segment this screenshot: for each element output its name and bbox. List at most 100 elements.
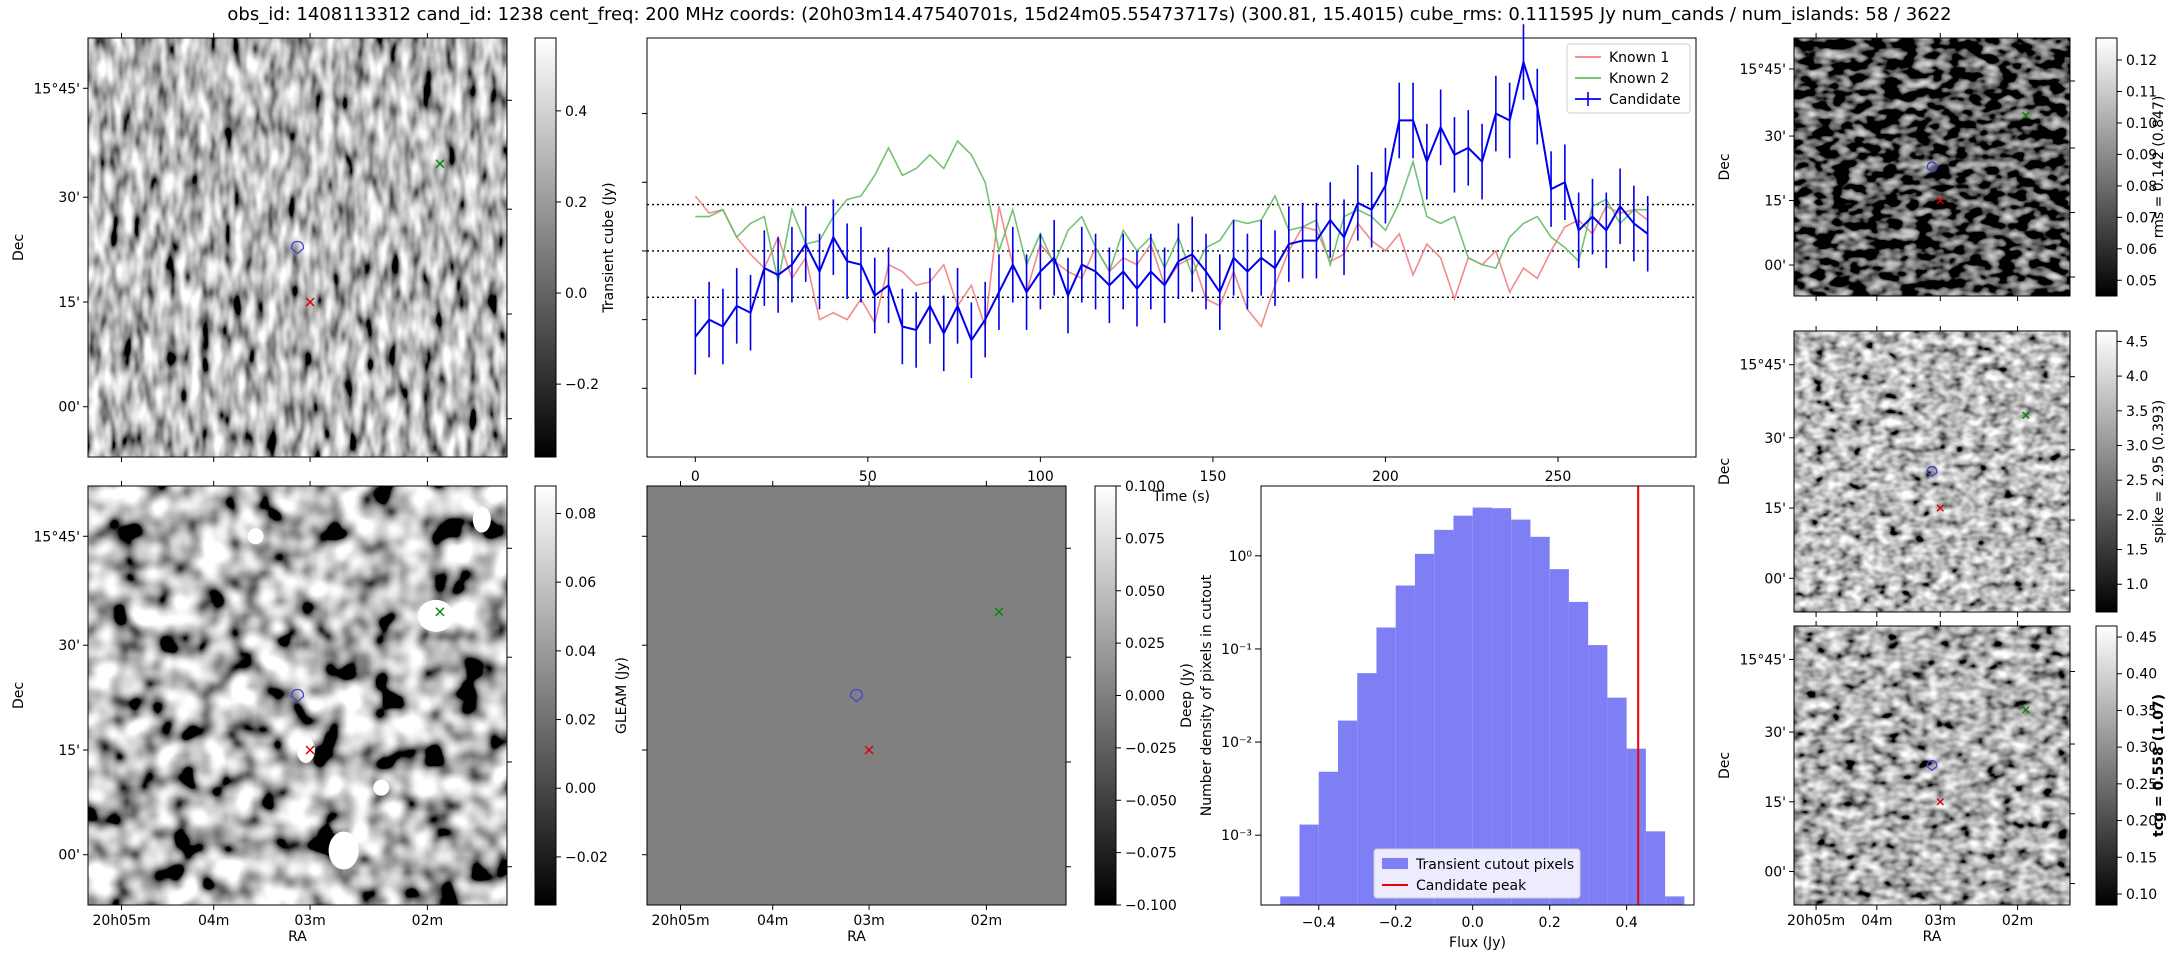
transient-frame (87, 37, 508, 458)
ra-tick-label: 03m (294, 913, 325, 929)
histogram-bar (1491, 508, 1512, 905)
colorbar-tick-label: 0.40 (2126, 667, 2157, 683)
deep-colorbar-label: Deep (Jy) (1179, 663, 1195, 728)
histogram-bar (1414, 553, 1435, 905)
deep-contour (849, 688, 864, 703)
histogram-bar (1280, 896, 1300, 905)
x-tick-label: 150 (1200, 469, 1227, 485)
histogram-bar (1453, 515, 1473, 905)
dec-tick-label: 00' (1764, 258, 1786, 274)
histogram-bar (1337, 720, 1358, 905)
gleam-candidate-marker (305, 745, 315, 755)
y-tick-label: 10⁻¹ (1221, 642, 1252, 658)
colorbar-tick-label: −0.050 (1125, 793, 1177, 809)
colorbar-tick-label: 0.06 (2126, 242, 2157, 258)
histogram-bar (1318, 771, 1338, 905)
x-tick-label: 100 (1027, 469, 1054, 485)
colorbar-tick-label: 4.0 (2126, 369, 2148, 385)
y-tick-label: 10⁻³ (1221, 828, 1252, 844)
legend-swatch (1382, 858, 1408, 869)
histogram-bar (1511, 519, 1531, 905)
dec-axis-label: Dec (11, 234, 27, 261)
spike-colorbar-label: spike = 2.95 (0.393) (2151, 400, 2167, 544)
spike-contour (1926, 466, 1938, 478)
ra-tick-label: 04m (757, 913, 788, 929)
colorbar-tick-label: 2.0 (2126, 508, 2148, 524)
gleam-known-source-marker (435, 607, 445, 617)
colorbar-tick-label: 0.08 (2126, 179, 2157, 195)
colorbar-tick-label: 0.20 (2126, 814, 2157, 830)
gleam-image (88, 486, 507, 905)
x-tick-label: 250 (1545, 469, 1572, 485)
deep-candidate-marker (864, 745, 874, 755)
colorbar-tick-label: 3.0 (2126, 438, 2148, 454)
colorbar-tick-label: 0.08 (565, 506, 596, 522)
colorbar-tick-label: 0.00 (565, 781, 596, 797)
histogram-bar (1588, 645, 1608, 905)
transient-known-source-marker (435, 159, 445, 169)
spike-colorbar: 4.5 4.0 3.5 3.0 2.5 2.0 1.5 1.0 spike = 2.95 (0.… (2095, 330, 2167, 613)
histogram-legend: Transient cutout pixels Candidate peak (1373, 848, 1581, 899)
ra-tick-label: 04m (1861, 913, 1892, 929)
ra-tick-label: 03m (1925, 913, 1956, 929)
dec-axis-label: Dec (11, 682, 27, 709)
dec-tick-label: 15°45' (34, 529, 80, 545)
tcg-image-panel: 20h05m 04m 03m 02m 15°45' 30' 15' 00' RA Dec (1717, 621, 2075, 945)
gleam-bright-source (247, 528, 264, 545)
deep-frame (646, 485, 1067, 906)
deep-known-source-marker (994, 607, 1004, 617)
spike-candidate-marker (1936, 504, 1944, 512)
y-axis-label: Number density of pixels in cutout (1199, 574, 1215, 816)
gleam-bright-source (296, 736, 315, 763)
histogram-bar (1395, 585, 1415, 905)
y-tick-label: 10⁰ (1229, 549, 1253, 565)
legend-label: Candidate (1609, 92, 1681, 108)
deep-colorbar: 0.100 0.075 0.050 0.025 0.000 −0.025 −0.050 −0.… (1094, 479, 1195, 914)
histogram-bar (1530, 536, 1550, 905)
colorbar-tick-label: 1.0 (2126, 577, 2148, 593)
histogram-bar (1665, 896, 1685, 905)
y-tick-label: 10⁻² (1221, 735, 1252, 751)
tcg-colorbar-label: tcg = 0.558 (1.07) (2151, 694, 2167, 837)
colorbar-tick-label: 0.000 (1125, 689, 1165, 705)
spike-image-panel: 15°45' 30' 15' 00' Dec (1717, 326, 2075, 617)
legend-label: Transient cutout pixels (1415, 857, 1574, 873)
gleam-image-panel: 20h05m 04m 03m 02m 15°45' 30' 15' 00' RA Dec (11, 481, 512, 945)
x-axis-label: Time (s) (1152, 489, 1210, 505)
dec-tick-label: 15' (1764, 795, 1786, 811)
gleam-colorbar-label: GLEAM (Jy) (614, 657, 630, 734)
ra-axis-label: RA (288, 929, 307, 945)
dec-axis-label: Dec (1717, 752, 1733, 779)
transient-image (88, 38, 507, 457)
rms-colorbar-gradient (2095, 37, 2118, 297)
histogram-frame (1260, 485, 1695, 906)
ra-tick-label: 02m (2002, 913, 2033, 929)
colorbar-tick-label: 0.12 (2126, 53, 2157, 69)
ra-tick-label: 02m (971, 913, 1002, 929)
x-tick-label: 0.4 (1616, 915, 1638, 931)
dec-tick-label: 00' (1764, 571, 1786, 587)
tcg-colorbar: 0.45 0.40 0.35 0.30 0.25 0.20 0.15 0.10 tcg = 0.… (2095, 625, 2167, 906)
dec-axis-label: Dec (1717, 458, 1733, 485)
legend-box (1566, 43, 1691, 114)
lightcurve-legend: Known 1 Known 2 Candidate (1566, 43, 1691, 114)
spike-known-source-marker (2022, 411, 2030, 419)
ra-tick-label: 04m (198, 913, 229, 929)
dec-tick-label: 15' (1764, 194, 1786, 210)
x-tick-label: −0.4 (1302, 915, 1336, 931)
series-line-known-2 (695, 139, 1648, 283)
ra-axis-label: RA (1923, 929, 1942, 945)
legend-box (1373, 848, 1581, 899)
colorbar-tick-label: −0.025 (1125, 741, 1177, 757)
transient-colorbar-label: Transient cube (Jy) (601, 182, 617, 313)
rms-frame (1793, 37, 2071, 297)
histogram-chart: −0.4 −0.2 0.0 0.2 0.4 10⁰ 10⁻¹ 10⁻² 10⁻³ Flux (Jy… (1199, 485, 1695, 951)
dec-axis-label: Dec (1717, 153, 1733, 180)
gleam-contour (290, 688, 305, 703)
colorbar-tick-label: 0.025 (1125, 636, 1165, 652)
gleam-colorbar: 0.08 0.06 0.04 0.02 0.00 −0.02 GLEAM (Jy) (534, 485, 630, 906)
colorbar-tick-label: −0.02 (565, 850, 608, 866)
rms-image (1794, 38, 2070, 296)
rms-candidate-marker (1936, 196, 1944, 205)
